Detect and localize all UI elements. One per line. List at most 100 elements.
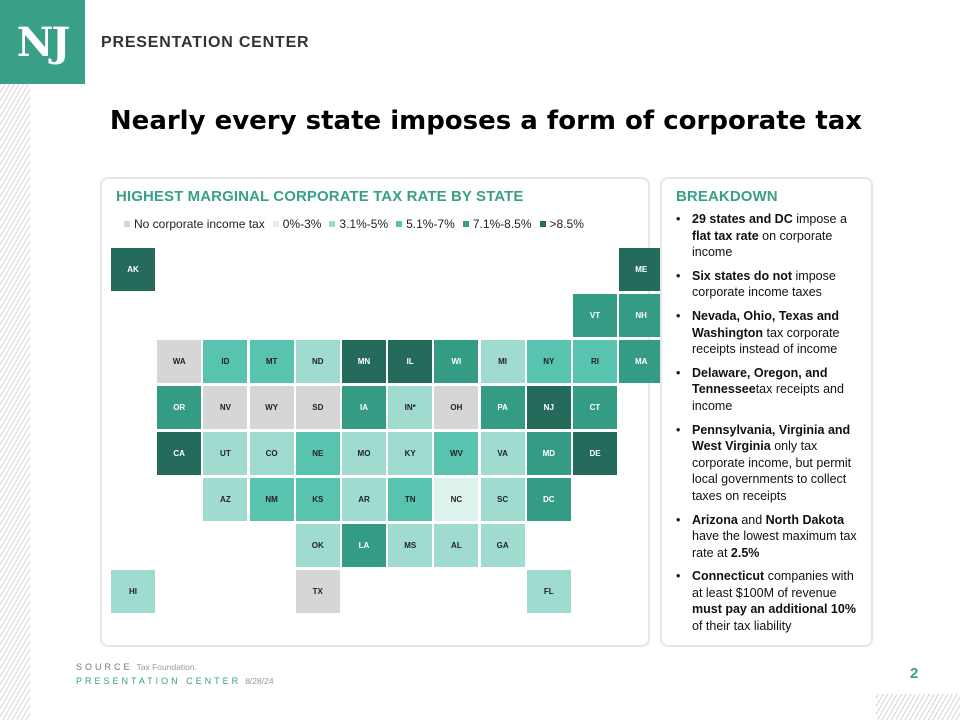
bullet-icon: • [676,422,681,437]
legend-label: 5.1%-7% [406,217,455,231]
state-tile-wa: WA [157,340,202,383]
state-tile-ms: MS [388,524,433,567]
legend-label: No corporate income tax [134,217,265,231]
state-tile-wi: WI [434,340,479,383]
state-tile-mi: MI [480,340,525,383]
legend-swatch [462,221,469,227]
legend-item: 5.1%-7% [396,217,455,231]
state-tile-la: LA [342,524,386,567]
bullet-icon: • [676,308,681,323]
state-tile-ar: AR [342,478,386,521]
legend-swatch [329,221,336,227]
source-label: SOURCE [76,662,133,672]
legend-item: 0%-3% [272,217,322,231]
breakdown-item: • Delaware, Oregon, and Tennesseetax rece… [676,365,866,415]
bullet-icon: • [676,512,681,527]
map-title: HIGHEST MARGINAL CORPORATE TAX RATE BY S… [116,188,524,205]
legend-label: 7.1%-8.5% [472,217,532,231]
state-tile-nm: NM [249,478,294,521]
breakdown-bold-text: flat tax rate [692,228,759,243]
breakdown-text: have the lowest maximum tax rate at [692,529,857,560]
map-legend: No corporate income tax 0%-3% 3.1%-5% 5.1%-… [124,217,584,231]
state-tile-ct: CT [573,386,617,429]
state-tile-sc: SC [480,478,525,521]
logo-text: NJ [16,18,70,66]
breakdown-text: tax receipts and income [692,382,844,413]
state-tile-sd: SD [295,386,340,429]
breakdown-text: tax corporate receipts instead of income [692,325,840,357]
legend-label: 0%-3% [282,217,322,231]
source-value: Tax Foundation. [136,662,197,672]
legend-swatch [272,221,279,227]
state-tile-wy: WY [249,386,294,429]
breakdown-bold-text: Delaware, Oregon, and Tennessee [692,365,828,397]
state-tile-ca: CA [157,432,202,475]
bullet-icon: • [676,268,681,283]
breakdown-item: • Nevada, Ohio, Texas and Washington tax … [676,308,866,358]
breakdown-text: on corporate income [692,228,833,260]
breakdown-bold-text: 2.5% [730,545,760,560]
state-tile-mt: MT [249,340,294,383]
breakdown-item: • 29 states and DC impose a flat tax rate… [676,211,866,261]
bullet-icon: • [676,365,681,380]
breakdown-text: and [737,512,766,527]
breakdown-panel: BREAKDOWN • 29 states and DC impose a fla… [660,177,873,647]
state-tile-md: MD [526,432,571,475]
state-tile-vt: VT [573,294,617,337]
breakdown-bold-text: North Dakota [765,512,845,527]
map-panel: HIGHEST MARGINAL CORPORATE TAX RATE BY S… [100,177,664,647]
legend-label: >8.5% [549,217,584,231]
state-tile-fl: FL [526,570,571,613]
state-tile-ky: KY [388,432,433,475]
state-tile-de: DE [573,432,617,475]
left-hatch-decoration [0,84,30,720]
state-tile-nv: NV [203,386,248,429]
state-tile-wv: WV [434,432,479,475]
state-tile-va: VA [480,432,525,475]
breakdown-text: of their tax liability [692,619,792,634]
state-tile-in: IN* [388,386,433,429]
breakdown-item: • Connecticut companies with at least $10… [676,568,866,634]
breakdown-text: impose corporate income taxes [692,268,836,300]
state-tile-hi: HI [111,570,155,613]
breakdown-bold-text: must pay an additional 10% [692,602,856,617]
legend-label: 3.1%-5% [339,217,389,231]
state-tile-mn: MN [342,340,386,383]
state-tile-ga: GA [480,524,525,567]
state-tile-or: OR [157,386,202,429]
breakdown-list: • 29 states and DC impose a flat tax rate… [676,211,866,642]
state-tile-nj: NJ [526,386,571,429]
state-tile-nd: ND [295,340,340,383]
state-tile-tn: TN [388,478,433,521]
breakdown-bold-text: Connecticut [692,569,765,584]
breakdown-item: • Pennsylvania, Virginia and West Virgini… [676,422,866,505]
legend-item: 7.1%-8.5% [462,217,532,231]
state-tile-tx: TX [295,570,340,613]
breakdown-bold-text: Arizona [692,512,738,527]
state-tile-mo: MO [342,432,386,475]
legend-item: >8.5% [539,217,584,231]
breakdown-text: only tax corporate income, but permit lo… [692,439,852,503]
nj-logo: NJ [0,0,85,84]
state-tile-az: AZ [203,478,248,521]
breakdown-text: companies with at least $100M of revenue [692,569,854,600]
header-title: PRESENTATION CENTER [101,34,310,51]
breakdown-bold-text: Nevada, Ohio, Texas and Washington [692,308,840,340]
bullet-icon: • [676,569,681,584]
state-tile-ia: IA [342,386,386,429]
footer-source: SOURCE Tax Foundation. [76,662,197,672]
breakdown-bold-text: 29 states and DC [692,212,793,226]
state-tile-ok: OK [295,524,340,567]
corner-hatch-decoration [876,694,960,720]
bullet-icon: • [676,212,681,226]
state-tile-dc: DC [526,478,571,521]
state-tile-ks: KS [295,478,340,521]
legend-swatch [539,221,546,227]
state-tile-me: ME [619,248,664,291]
slide-title: Nearly every state imposes a form of cor… [109,106,863,136]
breakdown-text: impose a [792,212,847,226]
state-tile-co: CO [249,432,294,475]
state-tile-nc: NC [434,478,479,521]
state-tile-ri: RI [573,340,617,383]
state-tile-al: AL [434,524,479,567]
